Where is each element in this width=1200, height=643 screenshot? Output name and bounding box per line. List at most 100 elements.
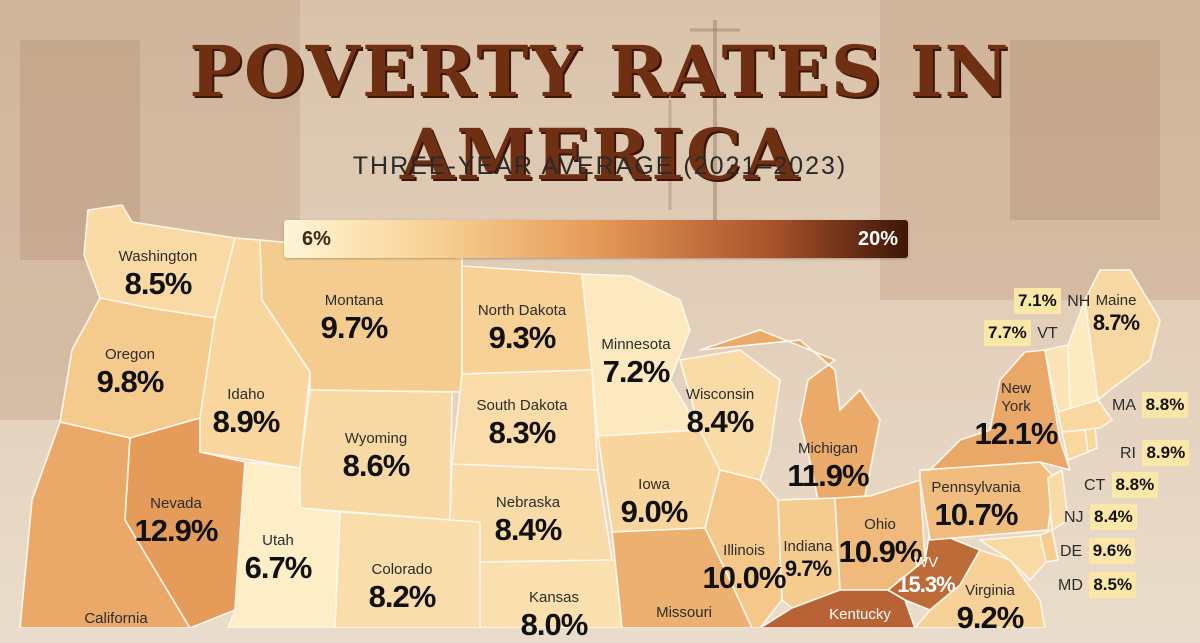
- state-value: 8.8%: [1111, 472, 1159, 498]
- label-california: California: [84, 610, 147, 628]
- state-name: Michigan: [797, 440, 859, 457]
- state-name-line1: New: [1000, 380, 1031, 397]
- state-name: Iowa: [638, 476, 670, 493]
- label-missouri: Missouri: [656, 604, 712, 622]
- state-name: Oregon: [104, 346, 156, 363]
- state-kansas[interactable]: [479, 559, 623, 628]
- state-name: NH: [1067, 293, 1091, 310]
- callout-delaware: DE 9.6%: [1060, 538, 1137, 564]
- state-name: MD: [1058, 577, 1083, 594]
- label-north-dakota: North Dakota 9.3%: [478, 302, 566, 356]
- state-name: California: [84, 610, 148, 627]
- callout-new-jersey: NJ 8.4%: [1064, 504, 1139, 530]
- label-oregon: Oregon 9.8%: [96, 346, 165, 400]
- state-value: 7.7%: [984, 320, 1031, 346]
- state-massachusetts[interactable]: [1057, 399, 1113, 433]
- label-minnesota: Minnesota 7.2%: [601, 336, 670, 390]
- state-value: 8.2%: [368, 579, 437, 614]
- state-name: South Dakota: [476, 397, 568, 414]
- callout-massachusetts: MA 8.8%: [1112, 392, 1190, 418]
- state-name: Ohio: [864, 516, 896, 533]
- state-colorado[interactable]: [334, 511, 481, 628]
- state-name: Maine: [1095, 292, 1137, 309]
- state-minnesota[interactable]: [581, 273, 701, 437]
- label-new-york: New York 12.1%: [974, 380, 1059, 452]
- label-maine: Maine 8.7%: [1092, 292, 1140, 336]
- state-name: Pennsylvania: [931, 479, 1021, 496]
- state-name: North Dakota: [477, 302, 567, 319]
- state-value: 8.9%: [1142, 440, 1190, 466]
- state-illinois[interactable]: [704, 469, 783, 628]
- state-name: Nevada: [150, 495, 202, 512]
- callout-rhode-island: RI 8.9%: [1120, 440, 1191, 466]
- label-ohio: Ohio 10.9%: [838, 516, 923, 570]
- label-montana: Montana 9.7%: [321, 292, 389, 346]
- state-rhode-island[interactable]: [1084, 427, 1098, 453]
- state-value: 12.9%: [134, 513, 219, 548]
- page-title: POVERTY RATES IN AMERICA: [189, 30, 1011, 196]
- state-value: 8.8%: [1141, 392, 1189, 418]
- state-value: 9.6%: [1088, 538, 1136, 564]
- state-value: 8.4%: [494, 512, 563, 547]
- state-name: NJ: [1064, 509, 1084, 526]
- callout-maryland: MD 8.5%: [1058, 572, 1138, 598]
- state-value: 8.3%: [488, 415, 557, 450]
- label-kentucky: Kentucky: [829, 606, 891, 624]
- state-value: 12.1%: [974, 416, 1059, 451]
- state-value: 10.9%: [838, 534, 923, 569]
- state-name: Kansas: [528, 589, 580, 606]
- state-name-line2: York: [1001, 398, 1031, 415]
- state-name: DE: [1060, 543, 1083, 560]
- state-value: 9.8%: [96, 364, 165, 399]
- legend-min-label: 6%: [302, 228, 331, 250]
- state-value: 9.3%: [488, 320, 557, 355]
- label-illinois: Illinois 10.0%: [702, 542, 787, 596]
- label-wisconsin: Wisconsin 8.4%: [686, 386, 755, 440]
- state-value: 8.4%: [1090, 504, 1137, 530]
- label-washington: Washington 8.5%: [119, 248, 198, 302]
- state-maine[interactable]: [1084, 269, 1161, 401]
- state-name: Wyoming: [344, 430, 408, 447]
- state-value: 7.2%: [602, 354, 671, 389]
- legend-max-label: 20%: [857, 228, 898, 250]
- label-colorado: Colorado 8.2%: [368, 561, 437, 615]
- state-name: MA: [1112, 397, 1136, 414]
- state-name: Virginia: [965, 582, 1015, 599]
- state-name: Nebraska: [495, 494, 561, 511]
- state-name: Montana: [324, 292, 384, 309]
- label-pennsylvania: Pennsylvania 10.7%: [931, 479, 1020, 533]
- label-nebraska: Nebraska 8.4%: [494, 494, 563, 548]
- label-idaho: Idaho 8.9%: [212, 386, 281, 440]
- label-south-dakota: South Dakota 8.3%: [477, 397, 568, 451]
- state-name: Missouri: [656, 604, 712, 621]
- state-value: 8.9%: [212, 404, 281, 439]
- state-name: Utah: [262, 532, 294, 549]
- state-value: 9.0%: [620, 494, 689, 529]
- state-value: 8.7%: [1092, 310, 1140, 335]
- state-value: 6.7%: [244, 550, 313, 585]
- state-name: Idaho: [227, 386, 265, 403]
- state-value: 9.2%: [956, 600, 1025, 635]
- state-value: 10.0%: [702, 560, 787, 595]
- state-name: Indiana: [783, 538, 833, 555]
- state-virginia[interactable]: [914, 549, 1046, 628]
- state-value: 8.6%: [342, 448, 411, 483]
- state-wisconsin[interactable]: [679, 349, 781, 481]
- label-indiana: Indiana 9.7%: [783, 538, 832, 582]
- page-subtitle: THREE-YEAR AVERAGE (2021–2023): [352, 152, 848, 180]
- callout-connecticut: CT 8.8%: [1084, 472, 1160, 498]
- label-michigan: Michigan 11.9%: [787, 440, 869, 494]
- state-value: 7.1%: [1014, 288, 1061, 314]
- state-value: 8.4%: [686, 404, 755, 439]
- callout-vermont: 7.7% VT: [982, 320, 1058, 346]
- color-scale-legend: 6% 20%: [284, 220, 908, 258]
- state-value: 15.3%: [897, 572, 955, 597]
- state-value: 9.7%: [784, 556, 832, 581]
- state-value: 8.5%: [1089, 572, 1137, 598]
- state-new-jersey[interactable]: [1047, 469, 1069, 531]
- label-kansas: Kansas 8.0%: [521, 589, 589, 643]
- state-maryland[interactable]: [979, 534, 1047, 581]
- state-name: RI: [1120, 445, 1136, 462]
- state-name: WV: [913, 554, 939, 571]
- label-nevada: Nevada 12.9%: [134, 495, 219, 549]
